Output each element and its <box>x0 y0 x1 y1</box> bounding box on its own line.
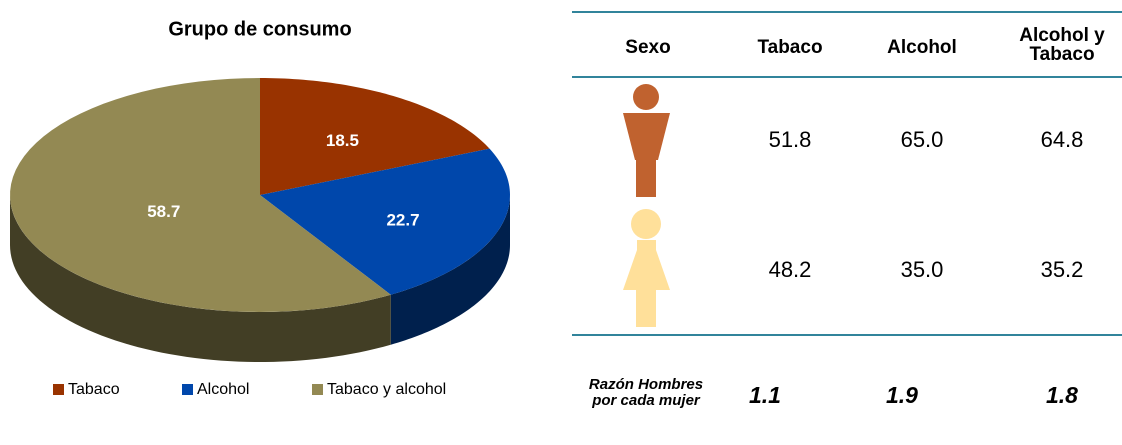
pie-side <box>10 195 391 362</box>
legend-swatch <box>182 384 193 395</box>
table-cell: 65.0 <box>900 127 944 152</box>
header-cell: Alcohol <box>887 37 957 58</box>
legend-swatch <box>53 384 64 395</box>
data-label: 18.5 <box>326 131 359 150</box>
ratio-value: 1.8 <box>1046 381 1078 408</box>
pie-slice <box>10 78 391 312</box>
table-cell: 48.2 <box>768 257 812 282</box>
table-cell: 64.8 <box>1040 127 1084 152</box>
ratio-value: 1.9 <box>886 381 918 408</box>
ratio-value: 1.1 <box>749 381 781 408</box>
pie-slice <box>260 148 510 295</box>
legend-label: Tabaco y alcohol <box>327 381 446 398</box>
female-icon <box>623 209 670 327</box>
ratio-label: Razón Hombres por cada mujer <box>588 376 704 409</box>
header-cell: Alcohol y Tabaco <box>1019 25 1105 65</box>
table-lines <box>572 11 1122 336</box>
header-cell: Sexo <box>625 37 671 58</box>
legend-label: Alcohol <box>197 381 249 398</box>
data-label: 58.7 <box>147 202 180 221</box>
data-label: 22.7 <box>386 211 419 230</box>
header-cell: Tabaco <box>757 37 823 58</box>
table-cell: 51.8 <box>768 127 812 152</box>
chart-title: Grupo de consumo <box>168 18 351 40</box>
table-cell: 35.0 <box>900 257 944 282</box>
male-icon <box>623 84 670 197</box>
table-cell: 35.2 <box>1040 257 1084 282</box>
pie-slice <box>260 78 490 195</box>
pie-side <box>390 195 510 345</box>
legend-label: Tabaco <box>68 381 120 398</box>
legend-swatch <box>312 384 323 395</box>
